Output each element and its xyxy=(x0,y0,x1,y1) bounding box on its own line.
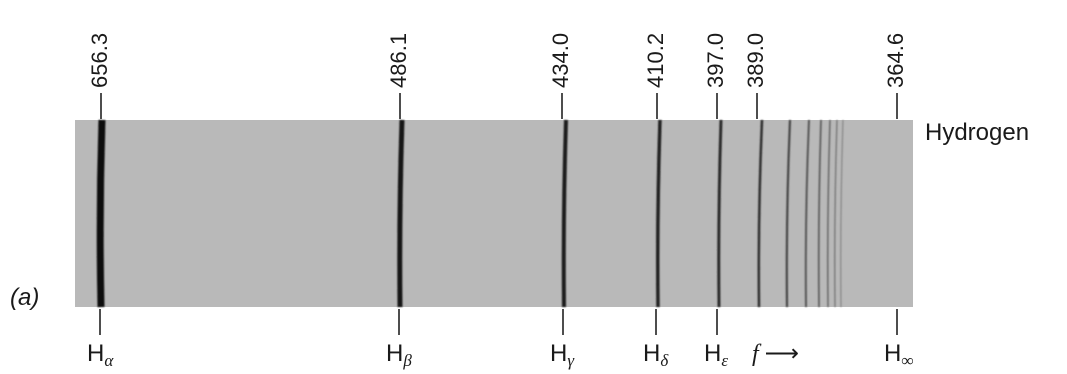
line-label: Hα xyxy=(87,340,114,370)
line-label: Hβ xyxy=(386,340,412,370)
line-subscript: ∞ xyxy=(901,351,913,370)
line-subscript: α xyxy=(104,351,114,370)
panel-label: (a) xyxy=(10,284,39,311)
line-symbol: H xyxy=(884,340,901,367)
wavelength-label: 410.2 xyxy=(643,33,668,88)
line-symbol: H xyxy=(550,340,567,367)
frequency-arrow: f⟶ xyxy=(752,340,799,367)
wavelength-label: 397.0 xyxy=(703,33,728,88)
line-symbol: H xyxy=(386,340,403,367)
frequency-symbol: f xyxy=(752,341,762,367)
wavelength-label: 486.1 xyxy=(386,33,411,88)
element-label: Hydrogen xyxy=(925,119,1029,146)
line-subscript: γ xyxy=(567,351,575,370)
line-subscript: δ xyxy=(660,351,669,370)
wavelength-label: 434.0 xyxy=(548,33,573,88)
line-label: Hδ xyxy=(643,340,669,370)
line-subscript: β xyxy=(402,351,412,370)
line-symbol: H xyxy=(87,340,104,367)
figure: Hydrogen (a) f⟶ 656.3 486.1 434.0 410.2 397.… xyxy=(0,0,1067,374)
line-subscript: ε xyxy=(721,351,728,370)
wavelength-label: 364.6 xyxy=(883,33,908,88)
line-label: Hγ xyxy=(550,340,575,370)
line-label: Hε xyxy=(704,340,728,370)
wavelength-label: 389.0 xyxy=(743,33,768,88)
arrow: ⟶ xyxy=(765,340,799,367)
line-symbol: H xyxy=(704,340,721,367)
wavelength-label: 656.3 xyxy=(87,33,112,88)
line-label: H∞ xyxy=(884,340,913,370)
line-symbol: H xyxy=(643,340,660,367)
